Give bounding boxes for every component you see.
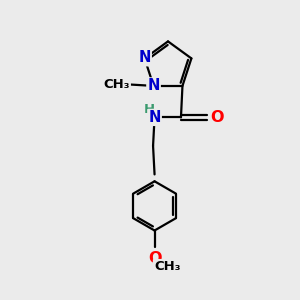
Text: CH₃: CH₃	[103, 78, 130, 91]
Text: O: O	[148, 251, 161, 266]
Text: O: O	[210, 110, 224, 125]
Text: N: N	[147, 78, 160, 93]
Text: H: H	[144, 103, 155, 116]
Text: N: N	[148, 110, 161, 125]
Text: CH₃: CH₃	[154, 260, 180, 273]
Text: N: N	[138, 50, 151, 65]
